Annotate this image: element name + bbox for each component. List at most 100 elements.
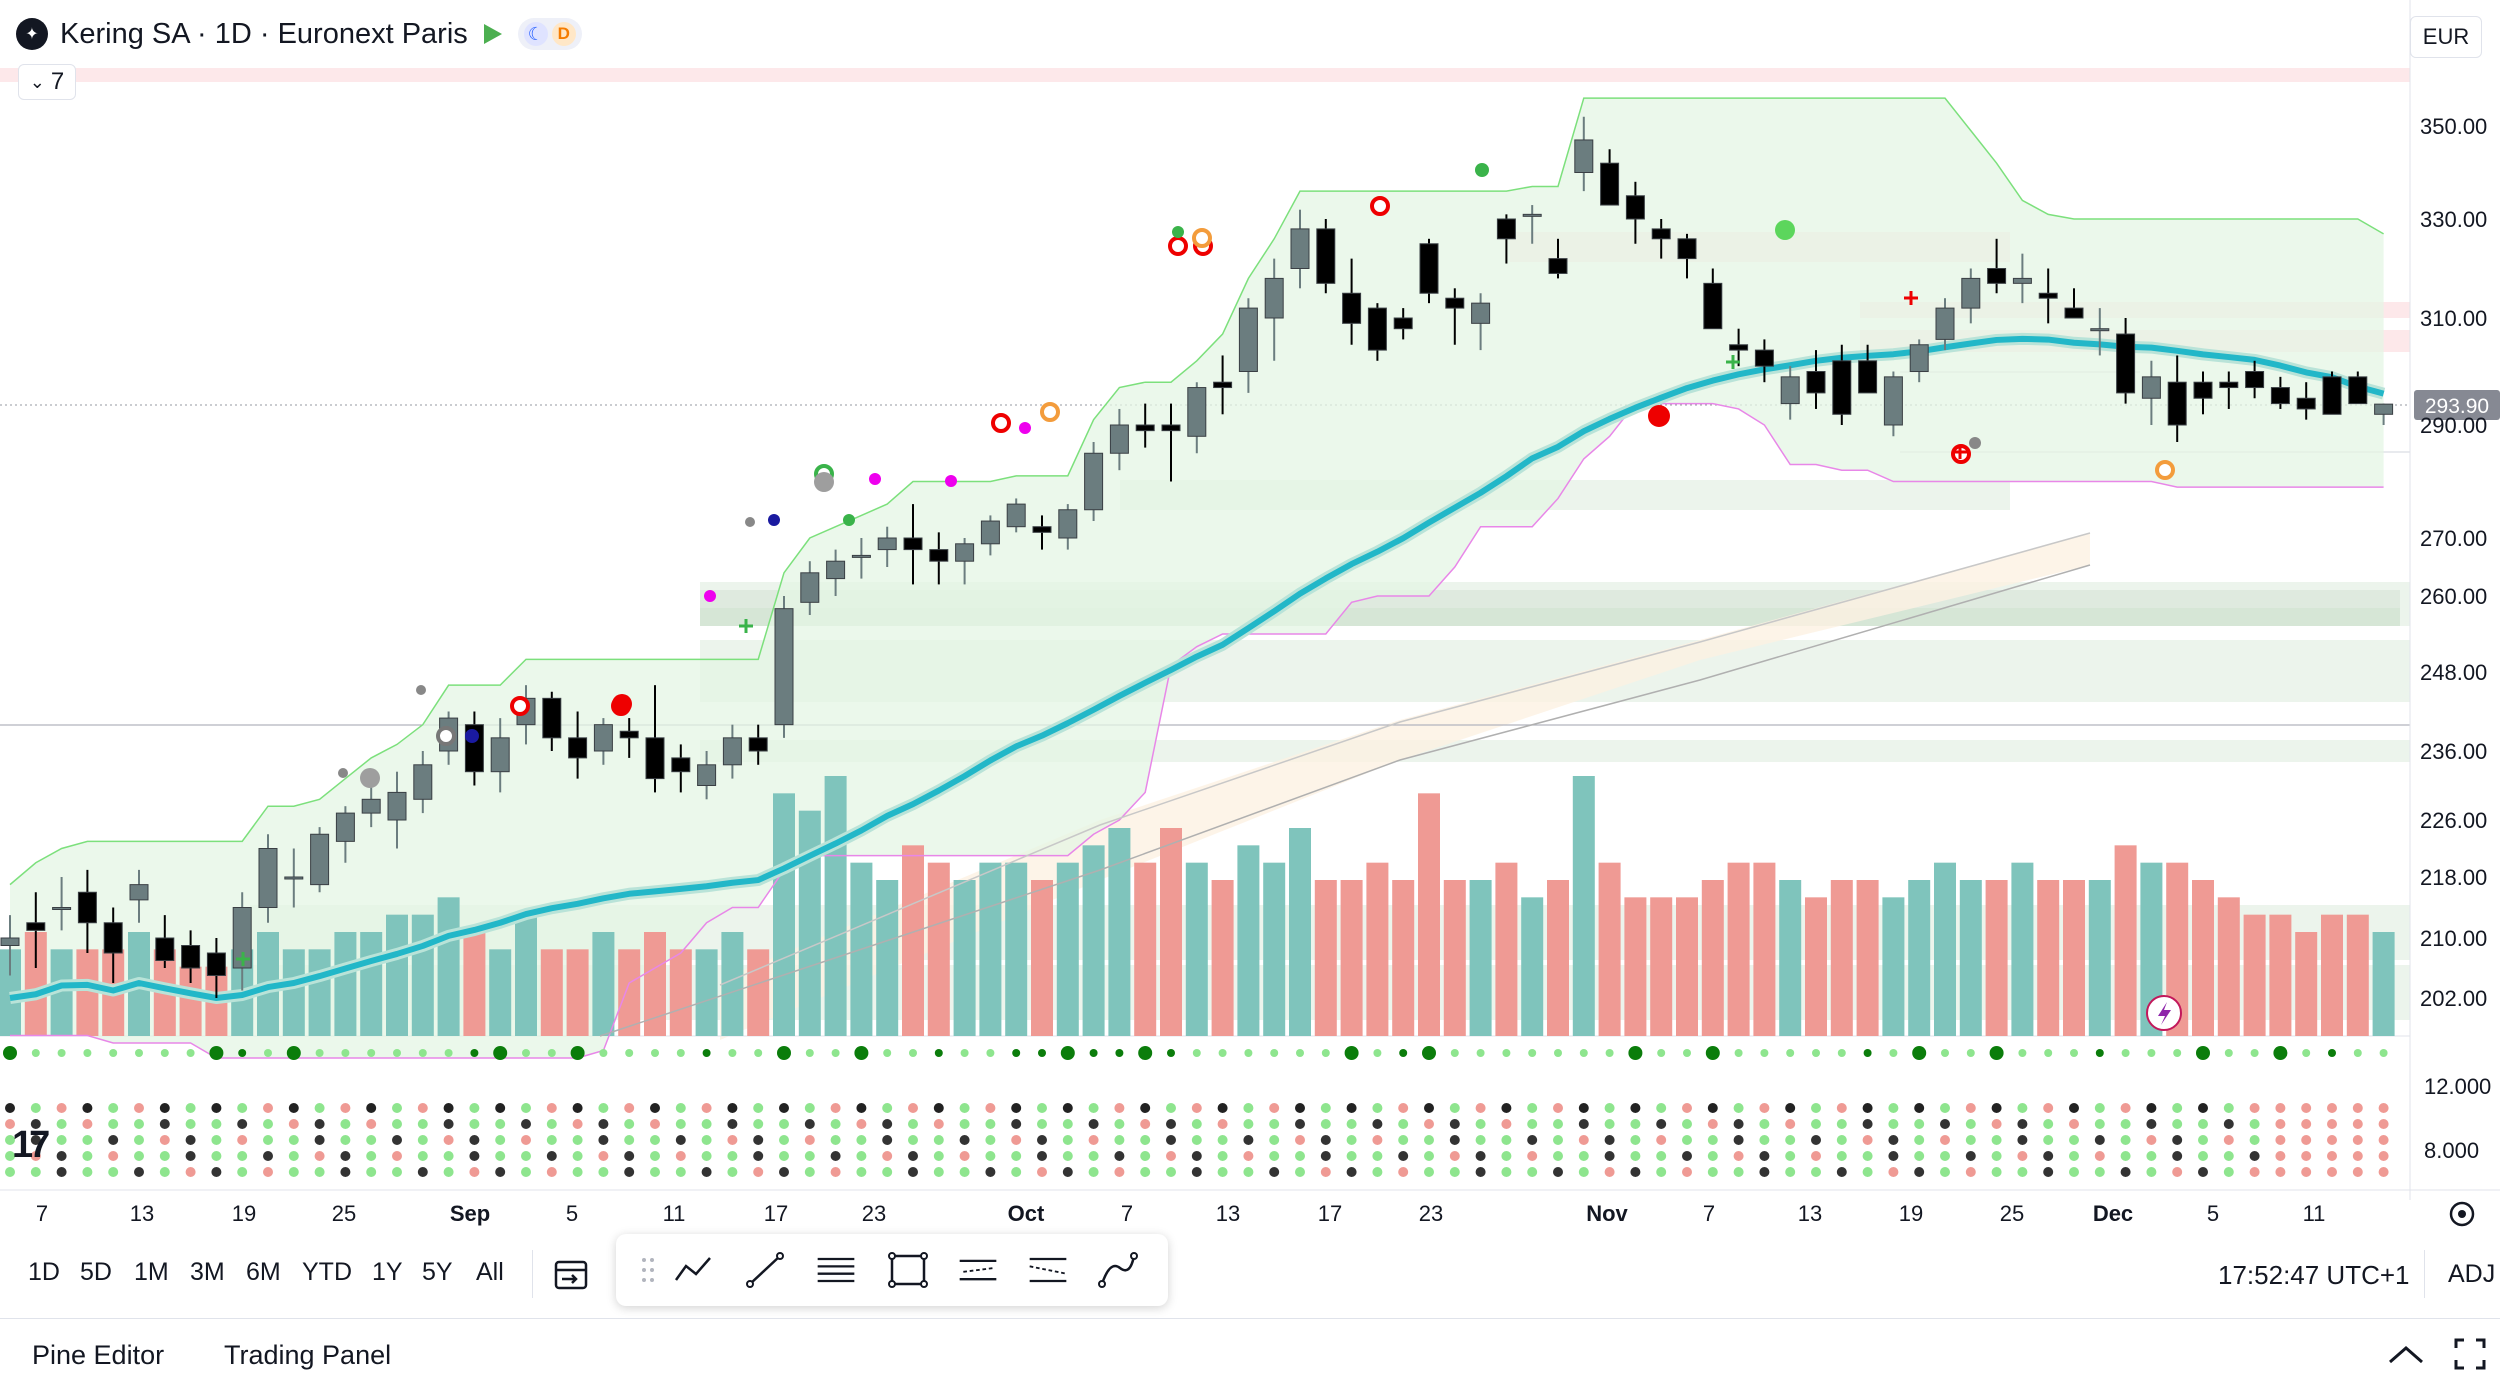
parallel-lines-icon[interactable] — [814, 1248, 858, 1292]
rectangle-icon[interactable] — [886, 1248, 930, 1292]
fib-icon[interactable] — [956, 1248, 1000, 1292]
timeframe-5y[interactable]: 5Y — [422, 1258, 453, 1286]
indicator-dot — [701, 1103, 712, 1113]
tradingview-logo-icon[interactable]: 17 — [12, 1124, 50, 1166]
indicator-dot — [1553, 1119, 1563, 1129]
signal-ring — [436, 726, 456, 746]
indicator-dot — [1088, 1135, 1099, 1145]
ma-thin-line — [719, 532, 2091, 986]
timeframe-5d[interactable]: 5D — [80, 1258, 112, 1286]
maximize-icon[interactable] — [2452, 1336, 2488, 1372]
indicator-dot — [1243, 1103, 1254, 1113]
volume-bar — [282, 949, 305, 1036]
indicator-dot — [493, 1046, 508, 1060]
indicator-dot — [546, 1167, 557, 1177]
indicator-dot — [1553, 1103, 1563, 1113]
candle-body — [1677, 238, 1697, 260]
indicator-dot — [2327, 1167, 2337, 1177]
indicator-dot — [2223, 1167, 2234, 1177]
timeframe-ytd[interactable]: YTD — [302, 1258, 352, 1286]
indicator-dot — [185, 1135, 196, 1145]
indicator-dot — [1527, 1135, 1538, 1145]
indicator-dot — [2094, 1119, 2105, 1129]
symbol-logo-icon[interactable]: ✦ — [16, 18, 48, 50]
volume-bar — [334, 932, 357, 1036]
timeframe-6m[interactable]: 6M — [246, 1258, 281, 1286]
indicator-dot — [1682, 1135, 1692, 1145]
timeframe-1y[interactable]: 1Y — [372, 1258, 403, 1286]
indicator-dot — [417, 1151, 428, 1161]
indicator-dot — [2301, 1103, 2312, 1113]
volume-bar — [386, 914, 408, 1036]
indicator-dot — [2249, 1151, 2260, 1161]
indicator-dot — [1682, 1103, 1692, 1113]
candle-body — [0, 937, 20, 946]
ray-line-icon[interactable] — [744, 1248, 788, 1292]
symbol-title[interactable]: Kering SA · 1D · Euronext Paris — [60, 17, 468, 50]
path-icon[interactable] — [1096, 1248, 1140, 1292]
market-status-badge[interactable]: ☾ D — [517, 18, 582, 50]
volume-bar — [515, 914, 537, 1036]
indicators-collapse-button[interactable]: ⌄ 7 — [18, 64, 76, 100]
price-chart[interactable]: 293.90 350.00 330.00 310.00 290.00 270.00 260.… — [0, 0, 2500, 1240]
volume-bar — [902, 845, 924, 1036]
channel-upper-line — [9, 97, 2384, 886]
indicator-dot — [701, 1167, 712, 1177]
indicator-dot — [211, 1103, 222, 1113]
date-range-icon[interactable] — [552, 1256, 592, 1294]
adj-button[interactable]: ADJ — [2448, 1260, 2496, 1288]
tab-trading-panel[interactable]: Trading Panel — [224, 1340, 392, 1370]
tab-pine-editor[interactable]: Pine Editor — [32, 1340, 165, 1370]
indicator-dot — [237, 1167, 248, 1177]
timeframe-1m[interactable]: 1M — [134, 1258, 169, 1286]
volume-bar — [1547, 880, 1569, 1036]
price-tick-label: 330.00 — [2420, 207, 2487, 232]
indicator-dot — [2273, 1046, 2288, 1060]
indicator-dot — [134, 1103, 144, 1113]
indicator-dot — [1940, 1103, 1950, 1113]
indicator-dot — [1707, 1135, 1718, 1145]
signal-plus — [1726, 355, 1740, 369]
candle-body — [2296, 397, 2316, 410]
indicator-dot — [2121, 1049, 2130, 1057]
timeframe-3m[interactable]: 3M — [190, 1258, 225, 1286]
last-price-label — [2414, 390, 2500, 420]
indicator-dot — [417, 1103, 428, 1113]
indicator-dot — [650, 1151, 660, 1161]
candle-body — [826, 560, 846, 580]
time-tick-label: 23 — [1419, 1201, 1443, 1226]
volume-bar — [1056, 862, 1079, 1036]
clock[interactable]: 17:52:47 UTC+1 — [2218, 1260, 2410, 1290]
channel-cloud — [10, 98, 2384, 1059]
indicator-dot — [1243, 1119, 1254, 1129]
indicator-dot — [856, 1167, 867, 1177]
drag-handle-icon[interactable] — [626, 1248, 670, 1292]
ma-thick-line — [9, 335, 2385, 1001]
indicator-dot — [2352, 1151, 2363, 1161]
indicator-dot — [5, 1151, 15, 1161]
indicator-dot — [2147, 1049, 2156, 1057]
indicator-dot — [1217, 1135, 1228, 1145]
timeframe-1d[interactable]: 1D — [28, 1258, 60, 1286]
flag-icon[interactable] — [480, 22, 506, 46]
time-tick-label: Nov — [1586, 1201, 1628, 1226]
regression-icon[interactable] — [1026, 1248, 1070, 1292]
chevron-up-icon[interactable] — [2386, 1340, 2426, 1370]
indicator-dot — [2249, 1103, 2260, 1113]
indicator-dot — [30, 1135, 41, 1145]
indicator-dot — [288, 1151, 299, 1161]
currency-button[interactable]: EUR — [2410, 16, 2482, 58]
indicator-dot — [959, 1167, 970, 1177]
candle-body — [232, 907, 252, 969]
indicator-dot — [779, 1135, 789, 1145]
volume-tick-label: 8.000 — [2424, 1138, 2479, 1163]
indicator-dot — [1320, 1119, 1331, 1129]
indicator-dot — [2018, 1049, 2027, 1057]
candle-body — [2090, 328, 2110, 332]
candle-body — [929, 549, 949, 562]
indicator-dot — [340, 1119, 351, 1129]
timeframe-all[interactable]: All — [476, 1258, 504, 1286]
trend-line-icon[interactable] — [672, 1248, 716, 1292]
volume-bar — [1779, 880, 1802, 1036]
volume-bar — [2088, 880, 2111, 1036]
